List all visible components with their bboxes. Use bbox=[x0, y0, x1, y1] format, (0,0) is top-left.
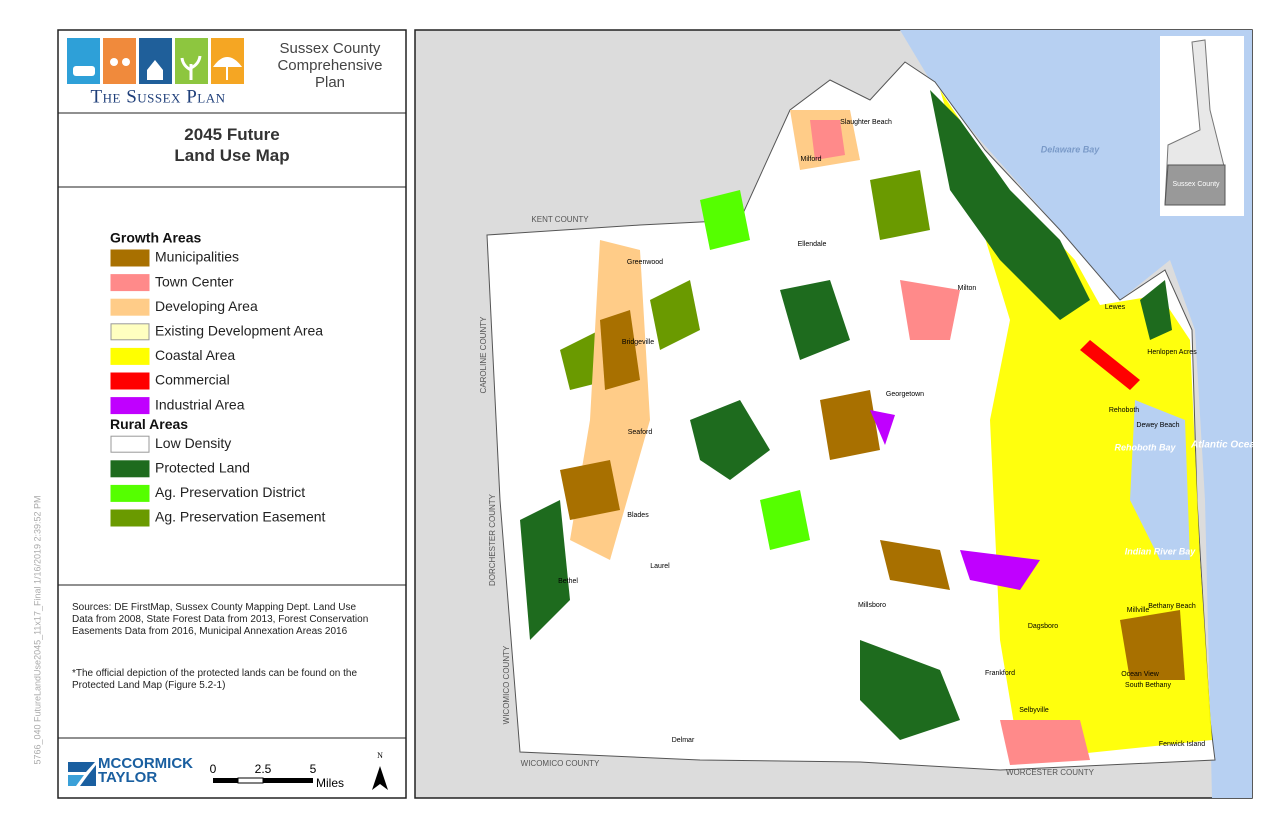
legend-label: Commercial bbox=[155, 372, 230, 388]
company-name: McCormick Taylor bbox=[98, 755, 193, 786]
map-label: Dagsboro bbox=[1028, 623, 1058, 630]
map-label: WICOMICO COUNTY bbox=[521, 759, 600, 768]
legend-swatch bbox=[110, 509, 150, 527]
legend-swatch bbox=[110, 372, 150, 390]
map-label: Millsboro bbox=[858, 602, 886, 609]
map-label: Rehoboth bbox=[1109, 407, 1139, 414]
legend-label: Low Density bbox=[155, 435, 231, 451]
logo-icons bbox=[67, 38, 244, 84]
map-label: Milford bbox=[800, 156, 821, 163]
map-label: Frankford bbox=[985, 670, 1015, 677]
map-label: Laurel bbox=[650, 563, 670, 570]
map-label: KENT COUNTY bbox=[531, 215, 589, 224]
legend-label: Ag. Preservation Easement bbox=[155, 509, 326, 525]
map-label: Delaware Bay bbox=[1041, 144, 1101, 154]
map-label: Georgetown bbox=[886, 391, 924, 398]
map-label: Henlopen Acres bbox=[1147, 349, 1197, 356]
map-label: Indian River Bay bbox=[1125, 546, 1197, 556]
legend-label: Ag. Preservation District bbox=[155, 484, 305, 500]
scale-label: 2.5 bbox=[255, 762, 272, 776]
file-stamp: 5766_040 FutureLandUse2045_11x17_Final 1… bbox=[32, 495, 42, 764]
map-label: Slaughter Beach bbox=[840, 119, 892, 126]
map-label: Dewey Beach bbox=[1136, 422, 1179, 429]
sources: Sources: DE FirstMap, Sussex County Mapp… bbox=[72, 602, 369, 637]
legend-label: Town Center bbox=[155, 273, 234, 289]
map-label: DORCHESTER COUNTY bbox=[488, 493, 497, 586]
legend-label: Industrial Area bbox=[155, 396, 245, 412]
scale-bar bbox=[213, 777, 313, 784]
company-logo-mark bbox=[68, 762, 96, 786]
map-label: Rehoboth Bay bbox=[1114, 442, 1176, 452]
legend-swatch bbox=[110, 323, 150, 341]
map-label: Blades bbox=[627, 512, 649, 519]
legend-swatch bbox=[110, 274, 150, 292]
legend-label: Municipalities bbox=[155, 249, 239, 265]
legend-swatch bbox=[110, 460, 150, 478]
legend-swatch bbox=[110, 298, 150, 316]
legend-heading: Growth Areas bbox=[110, 230, 201, 246]
legend: Growth Areas Municipalities Town Center Dev… bbox=[110, 230, 326, 527]
map-label: Atlantic Ocean bbox=[1190, 440, 1261, 451]
north-arrow bbox=[372, 766, 388, 790]
legend-swatch bbox=[110, 249, 150, 267]
map-label: Ellendale bbox=[798, 241, 827, 248]
legend-label: Developing Area bbox=[155, 298, 258, 314]
legend-swatch bbox=[110, 484, 150, 502]
map-label: Bridgeville bbox=[622, 339, 654, 346]
map-label: Milton bbox=[958, 285, 977, 292]
scale-unit: Miles bbox=[316, 776, 344, 790]
map-label: Ocean View bbox=[1121, 671, 1160, 678]
scale-label: 0 bbox=[210, 762, 217, 776]
legend-label: Coastal Area bbox=[155, 347, 235, 363]
scale-label: 5 bbox=[310, 762, 317, 776]
map-title-box: 2045 Future Land Use Map bbox=[162, 124, 302, 166]
legend-swatch bbox=[110, 435, 150, 453]
map-label: South Bethany bbox=[1125, 682, 1171, 689]
legend-label: Protected Land bbox=[155, 460, 250, 476]
map-label: Bethel bbox=[558, 578, 578, 585]
inset-label: Sussex County bbox=[1172, 181, 1220, 188]
map-label: WORCESTER COUNTY bbox=[1006, 768, 1095, 777]
map-label: Millville bbox=[1127, 607, 1150, 614]
note: *The official depiction of the protected… bbox=[72, 668, 358, 691]
legend-label: Existing Development Area bbox=[155, 323, 323, 339]
map-label: Greenwood bbox=[627, 259, 663, 266]
north-label: N bbox=[377, 751, 383, 760]
logo-text: The Sussex Plan bbox=[91, 86, 226, 107]
subtitle: Sussex County Comprehensive Plan bbox=[277, 40, 383, 91]
map-label: Delmar bbox=[672, 737, 695, 744]
map-label: Lewes bbox=[1105, 304, 1126, 311]
legend-heading: Rural Areas bbox=[110, 416, 188, 432]
map bbox=[414, 29, 1253, 799]
map-label: Selbyville bbox=[1019, 707, 1049, 714]
map-label: Fenwick Island bbox=[1159, 741, 1205, 748]
map-label: WICOMICO COUNTY bbox=[502, 645, 511, 724]
legend-swatch bbox=[110, 397, 150, 415]
map-label: Seaford bbox=[628, 429, 653, 436]
legend-swatch bbox=[110, 347, 150, 365]
map-label: Bethany Beach bbox=[1148, 603, 1196, 610]
map-label: CAROLINE COUNTY bbox=[479, 316, 488, 394]
